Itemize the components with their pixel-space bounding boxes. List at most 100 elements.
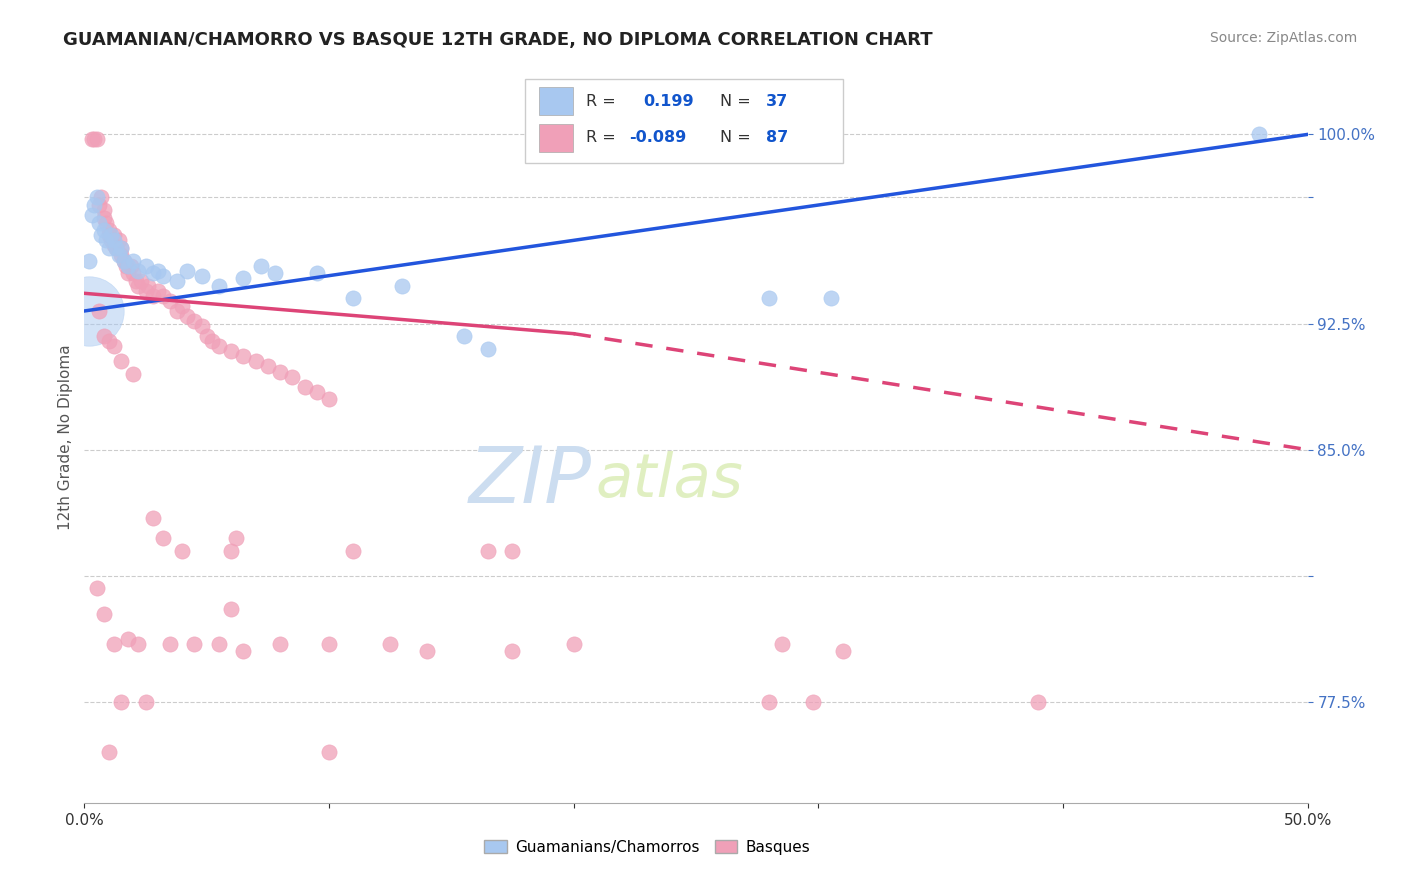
Point: [103, 339, 125, 353]
Point: [166, 304, 188, 318]
Legend: Guamanians/Chamorros, Basques: Guamanians/Chamorros, Basques: [478, 834, 815, 861]
Point: [758, 695, 780, 709]
Text: Source: ZipAtlas.com: Source: ZipAtlas.com: [1209, 31, 1357, 45]
FancyBboxPatch shape: [524, 78, 842, 163]
Point: [820, 291, 842, 305]
Point: [80, 208, 103, 222]
Point: [453, 329, 475, 343]
Point: [281, 369, 304, 384]
Point: [135, 259, 157, 273]
Point: [770, 637, 793, 651]
Point: [152, 531, 174, 545]
Point: [191, 319, 214, 334]
Point: [112, 253, 135, 268]
Point: [87, 198, 110, 212]
Point: [318, 637, 340, 651]
Point: [342, 543, 364, 558]
Point: [135, 695, 157, 709]
Point: [502, 543, 524, 558]
Point: [477, 543, 499, 558]
Y-axis label: 12th Grade, No Diploma: 12th Grade, No Diploma: [58, 344, 73, 530]
Text: atlas: atlas: [596, 451, 744, 510]
Point: [257, 359, 280, 374]
Point: [342, 291, 364, 305]
Point: [90, 190, 112, 204]
Point: [110, 354, 132, 368]
Point: [127, 637, 149, 651]
Point: [96, 216, 118, 230]
Bar: [540, 87, 572, 115]
Point: [93, 329, 115, 343]
Point: [803, 695, 825, 709]
Point: [103, 228, 125, 243]
Point: [305, 384, 328, 399]
Point: [97, 334, 120, 349]
Point: [232, 350, 254, 364]
Bar: [540, 124, 572, 152]
Point: [208, 339, 231, 353]
Point: [380, 637, 402, 651]
Point: [502, 644, 524, 658]
Point: [562, 637, 585, 651]
Point: [191, 268, 214, 283]
Text: -0.089: -0.089: [628, 130, 686, 145]
Point: [172, 543, 194, 558]
Point: [176, 309, 198, 323]
Point: [1028, 695, 1050, 709]
Point: [107, 233, 129, 247]
Point: [122, 367, 145, 381]
Point: [93, 607, 115, 621]
Point: [195, 329, 218, 343]
Point: [172, 299, 194, 313]
Point: [269, 637, 291, 651]
Point: [105, 241, 128, 255]
Point: [100, 228, 122, 243]
Point: [135, 284, 157, 298]
Point: [115, 259, 138, 273]
Point: [86, 190, 108, 204]
Point: [97, 745, 120, 759]
Point: [107, 248, 129, 262]
Point: [249, 259, 271, 273]
Point: [152, 289, 174, 303]
Point: [318, 392, 340, 407]
Point: [391, 278, 413, 293]
Text: R =: R =: [586, 130, 616, 145]
Point: [86, 582, 108, 596]
Point: [97, 228, 120, 243]
Text: ZIP: ZIP: [470, 443, 592, 519]
Point: [219, 344, 242, 359]
Point: [83, 132, 105, 146]
Point: [86, 132, 108, 146]
Text: GUAMANIAN/CHAMORRO VS BASQUE 12TH GRADE, NO DIPLOMA CORRELATION CHART: GUAMANIAN/CHAMORRO VS BASQUE 12TH GRADE,…: [63, 31, 934, 49]
Point: [146, 263, 169, 277]
Point: [264, 266, 287, 280]
Point: [97, 241, 120, 255]
Point: [117, 259, 139, 273]
Point: [97, 223, 120, 237]
Point: [93, 203, 115, 218]
Point: [110, 695, 132, 709]
Point: [152, 268, 174, 283]
Point: [105, 241, 128, 255]
Point: [305, 266, 328, 280]
Point: [127, 263, 149, 277]
Point: [117, 632, 139, 646]
Point: [87, 216, 110, 230]
Point: [110, 241, 132, 255]
Text: R =: R =: [586, 94, 616, 109]
Point: [129, 274, 152, 288]
Point: [183, 637, 205, 651]
Point: [232, 271, 254, 285]
Point: [219, 543, 242, 558]
Point: [758, 291, 780, 305]
Point: [77, 253, 100, 268]
Point: [142, 266, 165, 280]
Point: [142, 289, 165, 303]
Point: [87, 304, 110, 318]
Point: [83, 198, 105, 212]
Text: 37: 37: [766, 94, 787, 109]
Point: [93, 211, 115, 225]
Point: [125, 274, 148, 288]
Point: [142, 510, 165, 524]
